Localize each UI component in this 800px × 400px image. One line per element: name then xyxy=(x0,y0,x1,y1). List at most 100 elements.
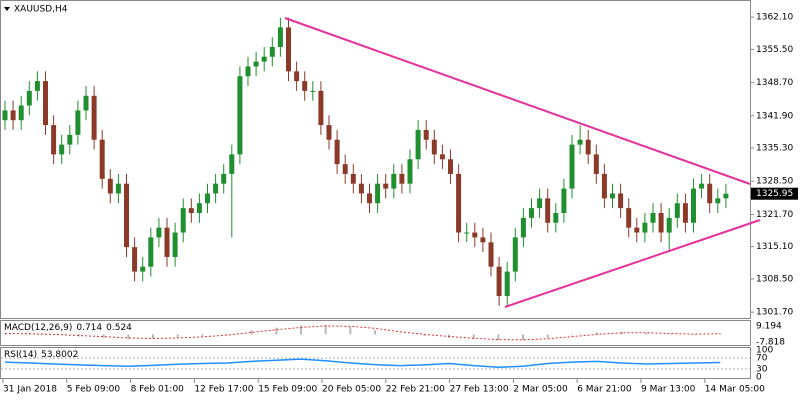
candle-body xyxy=(561,188,567,213)
candle-body xyxy=(448,159,453,174)
candle-body xyxy=(245,66,251,77)
candle-body xyxy=(585,139,591,155)
candle-body xyxy=(691,188,696,223)
candle-body xyxy=(666,217,672,233)
candle-body xyxy=(156,227,162,238)
candle-body xyxy=(634,227,640,233)
candle-body xyxy=(431,139,437,155)
candle-body xyxy=(115,183,121,194)
macd-bar xyxy=(226,333,228,335)
candle-body xyxy=(10,110,16,121)
x-tick-label: 31 Jan 2018 xyxy=(3,385,57,395)
candle-body xyxy=(213,183,219,194)
candle-body xyxy=(237,76,243,155)
candle-body xyxy=(107,178,113,194)
candle-body xyxy=(334,139,340,165)
macd-bar xyxy=(349,326,352,335)
macd-bar xyxy=(522,334,524,340)
rsi-label-part: 53.8002 xyxy=(41,350,78,360)
macd-bar xyxy=(620,331,623,335)
candle-body xyxy=(59,144,65,155)
candle-body xyxy=(34,81,40,91)
macd-bar xyxy=(645,333,648,335)
last-price-marker xyxy=(751,187,798,200)
candle-body xyxy=(610,193,615,199)
macd-bar xyxy=(398,333,401,335)
candle-body xyxy=(529,208,534,218)
candle-body xyxy=(715,198,721,204)
candle-body xyxy=(383,183,389,189)
trendline-upper xyxy=(284,17,751,185)
rsi-label: RSI(14) 53.8002 xyxy=(4,350,78,360)
candle-body xyxy=(375,183,381,204)
macd-bar xyxy=(546,334,549,338)
candle-body xyxy=(415,129,421,160)
candle-body xyxy=(294,71,300,82)
candle-body xyxy=(488,242,494,267)
candle-body xyxy=(472,232,478,238)
x-tick-label: 12 Feb 17:00 xyxy=(194,385,253,395)
macd-bar xyxy=(571,334,574,336)
candle-body xyxy=(124,183,129,248)
chart-title: XAUUSD,H4 xyxy=(14,5,68,15)
candle-body xyxy=(2,110,8,121)
candle-body xyxy=(545,198,551,223)
candle-body xyxy=(520,217,526,238)
macd-bar xyxy=(324,324,327,335)
macd-bar xyxy=(127,334,130,340)
candle-body xyxy=(318,90,324,126)
rsi-tick-label: 0 xyxy=(756,373,762,383)
macd-label-part: 0.524 xyxy=(106,323,132,333)
candle-body xyxy=(707,183,713,204)
candle-body xyxy=(367,193,372,204)
candle-body xyxy=(650,212,656,223)
y-tick-label: 1335.30 xyxy=(756,144,793,154)
x-tick-label: 6 Mar 21:00 xyxy=(577,385,632,395)
candle-body xyxy=(261,56,267,62)
x-tick-label: 14 Mar 05:00 xyxy=(705,385,765,395)
macd-bar xyxy=(694,334,697,336)
rsi-frame xyxy=(0,347,751,379)
x-tick-label: 15 Feb 09:00 xyxy=(258,385,317,395)
candle-body xyxy=(229,154,235,174)
macd-bar xyxy=(78,334,80,337)
x-tick-label: 20 Feb 05:00 xyxy=(322,385,381,395)
candle-body xyxy=(682,203,688,223)
candle-body xyxy=(553,212,559,223)
macd-label: MACD(12,26,9) 0.714 0.524 xyxy=(4,323,132,333)
candle-body xyxy=(464,232,470,234)
candle-body xyxy=(342,164,348,174)
candle-body xyxy=(723,193,729,199)
symbol-menu-icon[interactable] xyxy=(4,7,10,11)
candle-body xyxy=(439,154,445,160)
macd-bar xyxy=(275,327,278,335)
x-tick-label: 2 Mar 05:00 xyxy=(513,385,568,395)
candle-body xyxy=(577,139,583,145)
candle-body xyxy=(140,266,146,272)
rsi-line xyxy=(4,358,721,369)
macd-bar xyxy=(497,334,500,341)
candle-body xyxy=(75,110,81,135)
candle-body xyxy=(537,198,543,209)
candle-body xyxy=(310,90,316,92)
candle-body xyxy=(504,271,510,297)
macd-bar xyxy=(176,334,179,338)
x-tick-label: 22 Feb 21:00 xyxy=(386,385,445,395)
y-tick-label: 1355.50 xyxy=(756,45,793,55)
macd-bar xyxy=(374,330,376,335)
last-price-label: 1325.95 xyxy=(756,189,793,199)
candle-body xyxy=(358,183,364,194)
x-tick-label: 8 Feb 01:00 xyxy=(131,385,185,395)
macd-bar xyxy=(300,325,302,335)
candle-body xyxy=(496,266,502,297)
candle-body xyxy=(269,46,275,57)
candle-body xyxy=(302,81,308,91)
rsi-tick-label: 30 xyxy=(756,364,768,374)
candle-body xyxy=(391,173,397,189)
candle-body xyxy=(593,154,599,174)
candle-body xyxy=(350,173,356,184)
candle-body xyxy=(618,193,624,209)
macd-bar xyxy=(472,334,475,340)
